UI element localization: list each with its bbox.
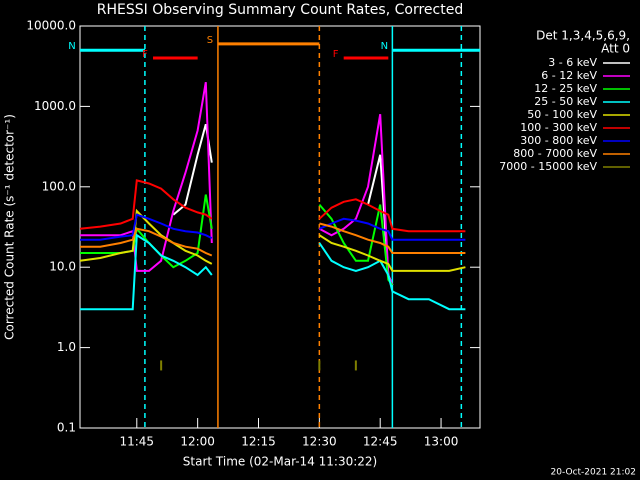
interval-label: N (381, 41, 388, 52)
series-line (80, 82, 394, 286)
legend-label: 100 - 300 keV (520, 121, 597, 134)
legend-label: 12 - 25 keV (534, 82, 597, 95)
series-line (80, 213, 466, 241)
y-tick-label: 1.0 (57, 340, 76, 354)
series-line (79, 179, 466, 233)
series-line (80, 194, 394, 286)
legend-label: 50 - 100 keV (527, 108, 597, 121)
legend-label: 300 - 800 keV (520, 134, 597, 147)
y-tick-label: 1000.0 (34, 99, 76, 113)
legend-label: 6 - 12 keV (541, 69, 597, 82)
interval-label: F (142, 49, 148, 60)
interval-label: N (68, 41, 75, 52)
legend-label: 3 - 6 keV (548, 56, 597, 69)
x-tick-label: 11:45 (119, 435, 154, 449)
y-tick-label: 10000.0 (26, 19, 76, 33)
x-tick-label: 13:00 (424, 435, 459, 449)
plot-frame (79, 25, 481, 429)
chart-title: RHESSI Observing Summary Count Rates, Co… (97, 2, 463, 18)
interval-label: S (207, 35, 213, 46)
legend-label: 800 - 7000 keV (513, 147, 597, 160)
series-line (80, 222, 466, 257)
legend-label: 7000 - 15000 keV (499, 160, 597, 173)
x-axis-label: Start Time (02-Mar-14 11:30:22) (183, 455, 377, 469)
legend-label: 25 - 50 keV (534, 95, 597, 108)
series-line (79, 208, 466, 272)
y-tick-label: 0.1 (57, 421, 76, 435)
legend-title: Att 0 (601, 42, 630, 56)
footer: 20-Oct-2021 21:02 (551, 468, 636, 478)
interval-label: F (333, 49, 339, 60)
x-tick-label: 12:15 (241, 435, 276, 449)
legend-title: Det 1,3,4,5,6,9, (536, 29, 630, 43)
y-tick-label: 100.0 (42, 179, 76, 193)
x-tick-label: 12:00 (180, 435, 215, 449)
series-line (80, 233, 466, 311)
y-tick-label: 10.0 (49, 260, 76, 274)
x-tick-label: 12:30 (302, 435, 337, 449)
x-tick-label: 12:45 (363, 435, 398, 449)
y-axis-label: Corrected Count Rate (s⁻¹ detector⁻¹) (3, 114, 17, 340)
